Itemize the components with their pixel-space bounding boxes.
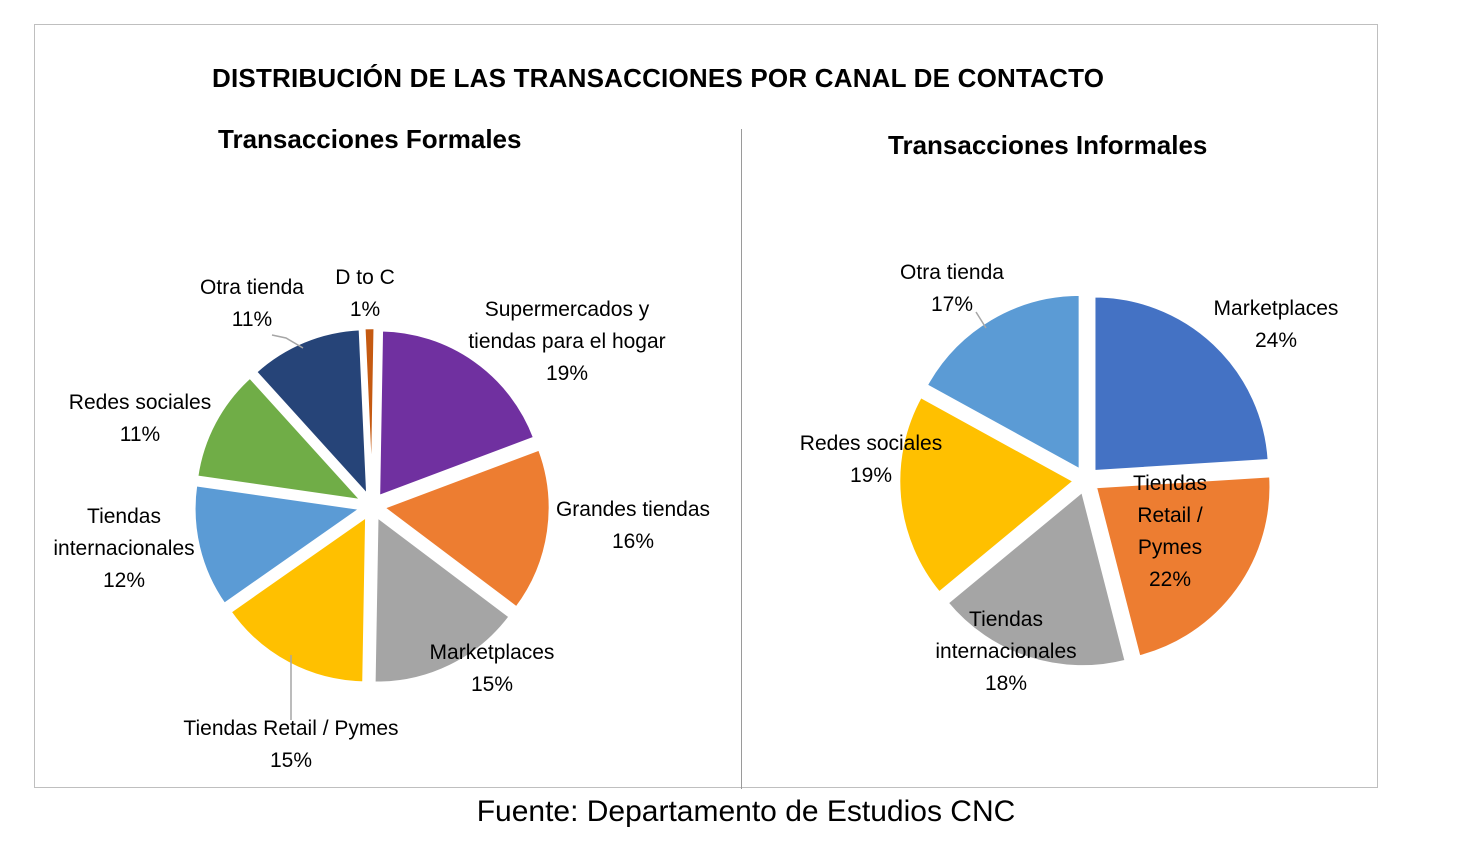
pie1-label-tiendas-retail-pymes: Tiendas Retail / Pymes 22%: [1133, 472, 1207, 591]
pie0-slice-otra-tienda: [254, 327, 369, 499]
pie1-slice-tiendas-internacionales: [945, 489, 1128, 668]
pie1-slice-tiendas-retail-pymes: [1094, 474, 1272, 659]
pie1-slice-redes-sociales: [897, 395, 1077, 595]
pie0-label-d-to-c: D to C 1%: [335, 266, 395, 321]
pie0-slice-tiendas-retail-pymes: [228, 514, 368, 684]
pie0-slice-d-to-c: [362, 326, 377, 495]
pie0-slice-tiendas-internacionales: [193, 483, 364, 606]
source-note: Fuente: Departamento de Estudios CNC: [476, 795, 1016, 828]
pie0-label-marketplaces: Marketplaces 15%: [430, 641, 555, 696]
pie0-label-tiendas-internacionales: Tiendas internacionales 12%: [53, 505, 194, 592]
pie0-slice-supermercados-y-tiendas-para-el-hogar: [377, 328, 536, 499]
pie0-label-otra-tienda: Otra tienda 11%: [200, 276, 304, 331]
pie1-label-otra-tienda: Otra tienda 17%: [900, 261, 1004, 316]
pie0-label-supermercados-y-tiendas-para-el-hogar: Supermercados y tiendas para el hogar 19%: [468, 298, 665, 385]
main-title: DISTRIBUCIÓN DE LAS TRANSACCIONES POR CA…: [212, 63, 1105, 93]
pie1-label-redes-sociales: Redes sociales 19%: [800, 432, 942, 487]
pie0-label-redes-sociales: Redes sociales 11%: [69, 391, 211, 446]
informal-chart-title: Transacciones Informales: [888, 130, 1208, 160]
pie0-leader-line: [271, 334, 304, 349]
pie0-slice-grandes-tiendas: [381, 447, 552, 610]
pie1-label-tiendas-internacionales: Tiendas internacionales 18%: [935, 608, 1076, 695]
chart-divider: [741, 129, 742, 789]
pie0-label-grandes-tiendas: Grandes tiendas 16%: [556, 498, 710, 553]
pie0-slice-marketplaces: [373, 514, 512, 685]
formal-chart-title: Transacciones Formales: [218, 124, 522, 154]
pie1-slice-otra-tienda: [924, 293, 1082, 472]
pie0-slice-redes-sociales: [195, 375, 365, 503]
pie0-label-tiendas-retail-pymes: Tiendas Retail / Pymes 15%: [183, 717, 398, 772]
pie1-slice-marketplaces: [1092, 295, 1271, 473]
pie1-label-marketplaces: Marketplaces 24%: [1214, 297, 1339, 352]
pie1-leader-line: [975, 311, 987, 329]
